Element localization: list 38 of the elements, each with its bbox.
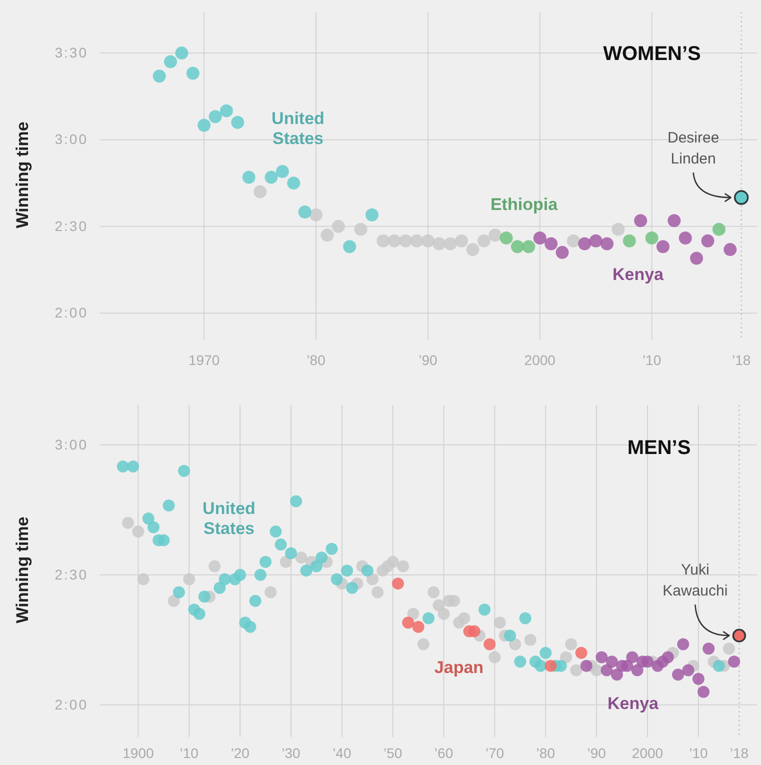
x-tick-label: ’80 [536, 744, 556, 761]
x-tick-label: ’90 [418, 352, 438, 368]
x-tick-label: 2000 [632, 744, 664, 761]
x-tick-label: ’50 [384, 744, 402, 761]
x-tick-label: 1970 [188, 352, 220, 368]
annotation: Desiree Linden [667, 129, 720, 168]
text: WOMEN’S [603, 43, 701, 65]
x-tick-label: ’60 [434, 744, 454, 761]
y-axis-title: Winning time [12, 516, 32, 624]
y-tick-label: 3:00 [54, 131, 88, 148]
series-label: United States [202, 498, 256, 538]
y-tick-label: 3:30 [54, 44, 88, 61]
x-tick-label: 2000 [524, 352, 556, 368]
x-tick-label: ’10 [689, 744, 708, 761]
x-tick-label: ’18 [732, 352, 751, 368]
y-tick-label: 3:00 [54, 436, 88, 452]
x-tick-label: ’70 [485, 744, 504, 761]
x-tick-label: ’20 [230, 744, 250, 761]
y-tick-label: 2:30 [54, 218, 88, 234]
x-tick-label: ’10 [180, 744, 199, 761]
series-label: Kenya [607, 694, 660, 713]
series-label: United States [272, 108, 324, 148]
y-tick-label: 2:30 [54, 566, 88, 582]
text: MEN’S [627, 437, 691, 459]
y-tick-label: 2:00 [54, 696, 88, 712]
y-axis-title: Winning time [12, 122, 32, 228]
x-tick-label: ’40 [332, 744, 352, 761]
x-tick-label: ’30 [282, 744, 301, 761]
x-tick-label: 1900 [122, 744, 154, 761]
y-tick-label: 2:00 [54, 304, 88, 321]
x-tick-label: ’90 [587, 744, 606, 761]
series-label: Japan [434, 658, 484, 677]
x-tick-label: ’18 [730, 744, 749, 761]
x-tick-label: ’10 [642, 352, 662, 368]
series-label: Ethiopia [490, 194, 558, 214]
x-tick-label: ’80 [306, 352, 326, 368]
series-label: Kenya [612, 264, 664, 284]
annotation: Yuki Kawauchi [662, 561, 728, 600]
